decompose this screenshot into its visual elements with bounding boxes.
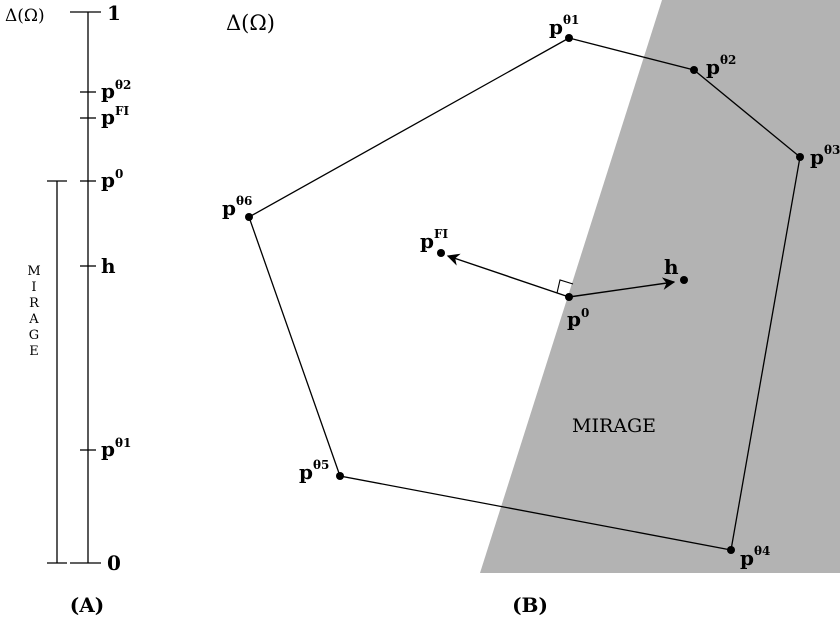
- label-p-theta2: pθ2: [706, 53, 736, 79]
- point-p-0: [565, 293, 573, 301]
- panel-b: MIRAGE Δ(Ω) pθ1 pθ2 pθ3 pθ4 pθ5 pθ6 pFI …: [222, 0, 840, 617]
- axis-top-value: 1: [107, 1, 121, 25]
- label-p-theta5: pθ5: [299, 458, 329, 484]
- mirage-letter: M: [27, 264, 40, 279]
- mirage-region: [480, 0, 840, 573]
- label-p-fi: pFI: [420, 227, 449, 253]
- label-p-theta4: pθ4: [740, 544, 770, 570]
- vertex-p-theta1: [565, 34, 573, 42]
- axis-bottom-value: 0: [107, 551, 121, 575]
- vertex-p-theta3: [796, 153, 804, 161]
- panel-b-caption: (B): [512, 593, 548, 617]
- mirage-letter: A: [28, 312, 39, 327]
- label-p-theta3: pθ3: [810, 143, 840, 169]
- point-p-fi: [437, 249, 445, 257]
- panel-a-title: Δ(Ω): [5, 6, 45, 26]
- tick-label-p-0: p0: [101, 167, 123, 192]
- panel-a: Δ(Ω) 1 0 M I R A G E pθ2 pFI p0 h pθ1 (A…: [5, 1, 131, 617]
- arrow-to-p-fi: [446, 253, 570, 298]
- vertex-p-theta4: [727, 546, 735, 554]
- label-p-theta6: pθ6: [222, 194, 252, 220]
- tick-label-p-theta1: pθ1: [101, 436, 131, 461]
- mirage-letter: E: [29, 344, 39, 359]
- vertex-p-theta6: [245, 213, 253, 221]
- panel-b-title: Δ(Ω): [226, 11, 275, 35]
- mirage-region-label: MIRAGE: [572, 415, 656, 437]
- mirage-letter: I: [31, 280, 36, 295]
- label-p-0: p0: [567, 306, 589, 331]
- vertex-p-theta2: [690, 66, 698, 74]
- tick-label-p-theta2: pθ2: [101, 78, 131, 103]
- mirage-letter: G: [29, 328, 39, 343]
- mirage-letter: R: [29, 296, 40, 311]
- mirage-vertical-label: M I R A G E: [27, 264, 40, 359]
- label-p-theta1: pθ1: [549, 13, 579, 39]
- label-h: h: [664, 255, 679, 279]
- vertex-p-theta5: [336, 472, 344, 480]
- tick-label-h: h: [101, 254, 116, 278]
- right-angle-marker: [556, 279, 574, 294]
- panel-a-caption: (A): [70, 593, 104, 617]
- point-h: [680, 276, 688, 284]
- arrow-to-h: [568, 277, 676, 298]
- tick-label-p-fi: pFI: [101, 104, 130, 129]
